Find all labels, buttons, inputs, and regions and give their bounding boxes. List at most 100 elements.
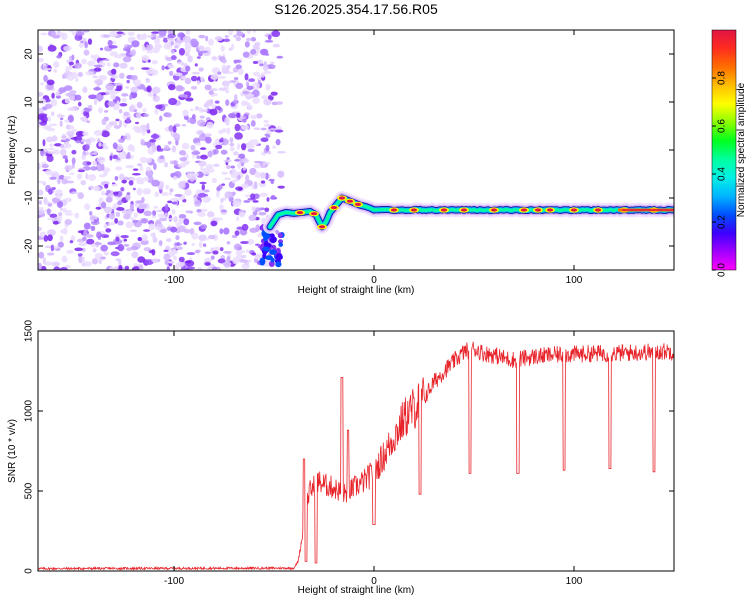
noise-speckle	[205, 100, 214, 106]
noise-speckle	[169, 188, 174, 193]
noise-speckle	[92, 160, 97, 166]
noise-speckle	[162, 217, 168, 222]
spectrogram-y-label: Frequency (Hz)	[7, 116, 18, 185]
noise-speckle	[105, 83, 115, 91]
noise-speckle	[77, 71, 84, 78]
noise-speckle	[212, 266, 218, 270]
noise-speckle	[260, 137, 269, 143]
noise-speckle	[77, 230, 85, 234]
noise-speckle	[98, 142, 102, 147]
noise-speckle	[167, 260, 176, 264]
noise-speckle	[118, 173, 125, 181]
noise-speckle	[61, 133, 67, 141]
noise-speckle	[201, 183, 206, 191]
noise-speckle	[83, 229, 88, 237]
noise-speckle	[74, 62, 82, 69]
noise-speckle	[153, 205, 159, 209]
noise-speckle	[234, 123, 241, 132]
noise-speckle	[212, 250, 219, 255]
noise-speckle	[214, 36, 223, 42]
noise-speckle	[59, 207, 63, 211]
noise-speckle	[257, 74, 263, 82]
noise-speckle	[118, 108, 123, 114]
noise-speckle	[80, 179, 87, 186]
noise-speckle	[183, 228, 191, 234]
noise-speckle	[116, 196, 123, 200]
noise-speckle	[224, 117, 230, 125]
noise-speckle	[85, 234, 94, 238]
noise-speckle	[154, 43, 162, 50]
noise-speckle	[47, 234, 53, 242]
noise-speckle	[87, 60, 96, 67]
noise-speckle	[64, 119, 70, 123]
noise-speckle	[51, 92, 55, 99]
noise-speckle	[260, 48, 269, 56]
noise-speckle	[251, 206, 256, 212]
noise-speckle	[158, 30, 167, 36]
noise-speckle	[141, 55, 150, 62]
noise-speckle	[245, 37, 252, 42]
noise-speckle	[198, 34, 206, 39]
noise-speckle	[260, 180, 266, 184]
noise-speckle	[243, 115, 248, 118]
noise-speckle	[246, 238, 255, 245]
noise-speckle	[51, 261, 61, 267]
noise-speckle	[137, 256, 146, 263]
noise-speckle	[241, 223, 249, 231]
noise-speckle	[256, 113, 263, 119]
noise-speckle	[100, 244, 108, 252]
noise-speckle	[59, 229, 67, 234]
snr-ytick-label: 1000	[24, 399, 35, 422]
noise-speckle	[94, 242, 103, 246]
noise-speckle	[69, 172, 75, 176]
noise-speckle	[108, 45, 118, 49]
noise-speckle	[184, 189, 192, 196]
noise-speckle	[229, 146, 235, 152]
noise-speckle	[115, 166, 123, 171]
noise-speckle	[261, 217, 267, 223]
noise-speckle	[197, 267, 203, 270]
noise-speckle	[261, 95, 268, 100]
noise-speckle	[71, 128, 77, 132]
colorbar-tick-label: 0.2	[717, 215, 728, 229]
noise-speckle	[119, 103, 128, 107]
noise-speckle	[195, 172, 199, 177]
snr-ytick-label: 500	[24, 482, 35, 499]
noise-speckle	[245, 249, 250, 253]
noise-speckle	[77, 253, 83, 257]
noise-speckle	[132, 187, 136, 191]
noise-speckle	[78, 256, 84, 264]
noise-speckle	[250, 193, 256, 200]
noise-speckle	[79, 241, 88, 246]
noise-speckle	[38, 210, 44, 216]
noise-speckle	[117, 220, 124, 226]
noise-speckle	[268, 260, 275, 268]
noise-speckle	[246, 30, 252, 34]
noise-speckle	[56, 113, 63, 118]
noise-speckle	[242, 118, 247, 123]
noise-speckle	[214, 100, 220, 104]
noise-speckle	[125, 193, 131, 201]
noise-speckle	[247, 148, 255, 153]
noise-speckle	[167, 200, 173, 204]
noise-speckle	[199, 115, 205, 119]
noise-speckle	[139, 156, 148, 164]
noise-speckle	[141, 234, 148, 242]
spectrogram-ytick-label: -20	[24, 238, 35, 253]
noise-speckle	[155, 104, 163, 110]
noise-speckle	[141, 196, 145, 203]
noise-speckle	[234, 230, 240, 236]
noise-speckle	[229, 142, 235, 147]
noise-speckle	[53, 266, 61, 270]
spectrogram-x-label: Height of straight line (km)	[298, 285, 415, 296]
noise-speckle	[145, 169, 154, 177]
noise-speckle	[223, 177, 232, 181]
noise-speckle	[258, 211, 267, 216]
noise-speckle	[240, 250, 246, 253]
noise-speckle	[59, 120, 63, 128]
noise-speckle	[178, 48, 186, 56]
track-hotspot-core	[440, 208, 448, 212]
noise-speckle	[38, 206, 44, 210]
noise-speckle-layer	[38, 30, 286, 270]
noise-speckle	[123, 238, 128, 242]
